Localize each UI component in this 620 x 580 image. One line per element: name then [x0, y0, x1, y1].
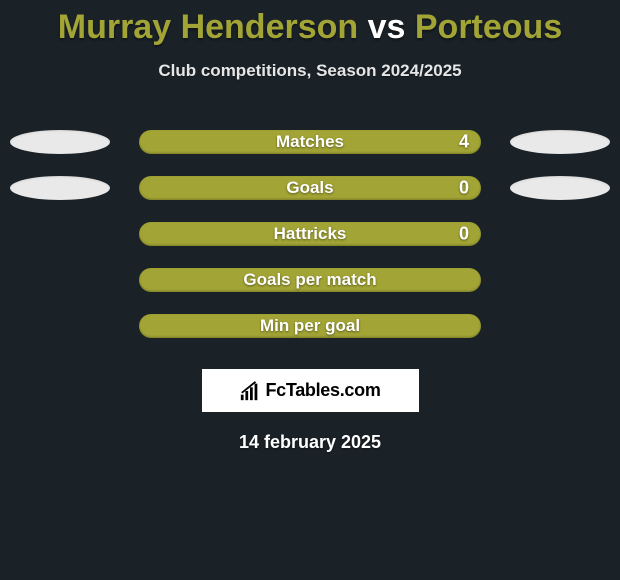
stat-bar: Goals per match [139, 268, 481, 292]
stat-label: Min per goal [260, 316, 360, 336]
brand-chart-icon [239, 380, 261, 402]
stats-container: Matches 4 Goals 0 Hattricks 0 Goals per match M… [0, 119, 620, 349]
stat-label: Goals per match [243, 270, 376, 290]
stat-row: Hattricks 0 [0, 211, 620, 257]
stat-row: Matches 4 [0, 119, 620, 165]
ellipse-left-slot [9, 130, 111, 154]
ellipse-right-slot [509, 176, 611, 200]
title-vs: vs [358, 8, 415, 46]
brand-badge[interactable]: FcTables.com [202, 369, 419, 412]
brand-label: FcTables.com [265, 380, 380, 401]
page-title: Murray Henderson vs Porteous [0, 0, 620, 47]
subtitle: Club competitions, Season 2024/2025 [0, 61, 620, 81]
stat-label: Goals [286, 178, 333, 198]
stat-bar: Hattricks 0 [139, 222, 481, 246]
stat-row: Goals 0 [0, 165, 620, 211]
stat-label: Matches [276, 132, 344, 152]
player-right-marker [510, 176, 610, 200]
stat-label: Hattricks [274, 224, 347, 244]
stat-bar: Goals 0 [139, 176, 481, 200]
ellipse-left-slot [9, 176, 111, 200]
player-left-marker [10, 130, 110, 154]
stat-bar: Min per goal [139, 314, 481, 338]
player-right-marker [510, 130, 610, 154]
stat-value: 0 [459, 224, 469, 245]
stat-row: Goals per match [0, 257, 620, 303]
ellipse-right-slot [509, 130, 611, 154]
player-left-marker [10, 176, 110, 200]
stat-row: Min per goal [0, 303, 620, 349]
stat-bar: Matches 4 [139, 130, 481, 154]
title-player-left: Murray Henderson [58, 8, 358, 46]
stat-value: 0 [459, 178, 469, 199]
footer-date: 14 february 2025 [0, 432, 620, 453]
stat-value: 4 [459, 132, 469, 153]
title-player-right: Porteous [415, 8, 562, 46]
